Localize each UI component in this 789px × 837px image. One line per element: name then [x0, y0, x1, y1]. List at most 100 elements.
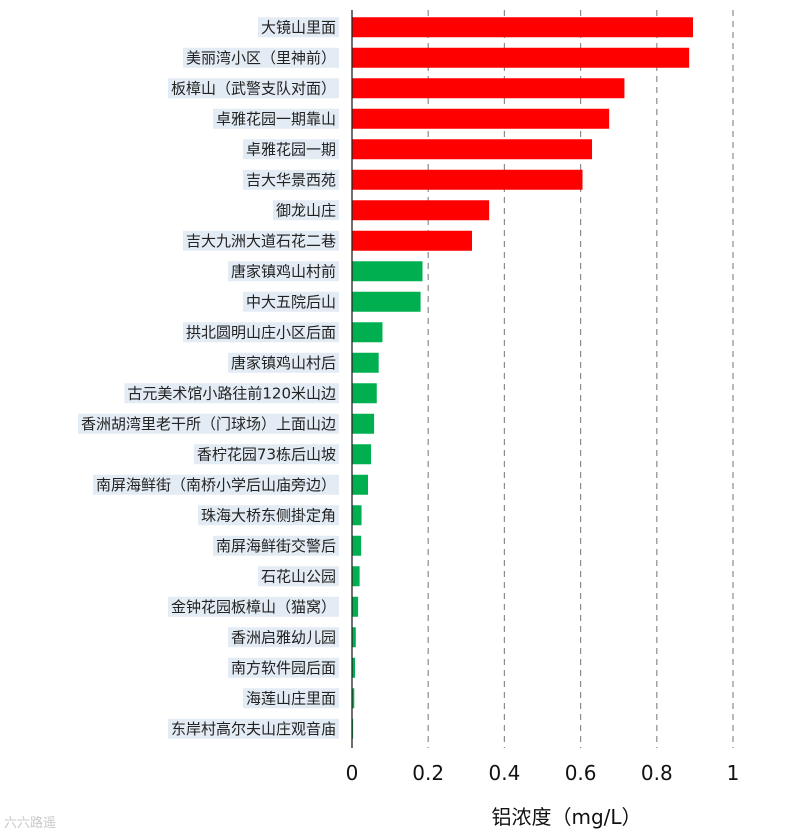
- category-label-highlight: [167, 718, 339, 739]
- category-label-group: 御龙山庄: [272, 200, 339, 221]
- bar: [352, 444, 372, 465]
- category-label-group: 唐家镇鸡山村后: [227, 352, 339, 373]
- category-label-group: 海莲山庄里面: [242, 688, 339, 709]
- category-label: 拱北圆明山庄小区后面: [186, 323, 336, 341]
- category-label: 卓雅花园一期: [246, 140, 336, 158]
- category-label-highlight: [193, 444, 339, 465]
- category-label: 香柠花园73栋后山坡: [197, 445, 336, 463]
- category-label-highlight: [212, 535, 339, 556]
- grid-lines: [427, 10, 734, 748]
- category-label-group: 唐家镇鸡山村前: [227, 261, 339, 282]
- category-label-group: 香柠花园73栋后山坡: [193, 444, 339, 465]
- bar: [352, 139, 593, 160]
- category-label: 海莲山庄里面: [246, 689, 336, 707]
- x-tick-label: 0.6: [565, 761, 597, 785]
- category-label: 东岸村高尔夫山庄观音庙: [171, 720, 336, 738]
- bar: [352, 535, 362, 556]
- category-label: 香洲胡湾里老干所（门球场）上面山边: [81, 415, 336, 433]
- bar: [352, 78, 625, 99]
- bar: [352, 169, 583, 190]
- bars: [352, 17, 693, 739]
- category-label-highlight: [92, 474, 339, 495]
- category-label-highlight: [182, 47, 339, 68]
- category-label-highlight: [167, 596, 339, 617]
- category-label-group: 中大五院后山: [242, 291, 339, 312]
- category-label-highlight: [167, 78, 339, 99]
- category-label-group: 卓雅花园一期靠山: [212, 108, 339, 129]
- category-label: 御龙山庄: [276, 201, 336, 219]
- category-label: 珠海大桥东侧掛定角: [201, 506, 336, 524]
- category-label: 古元美术馆小路往前120米山边: [127, 384, 336, 402]
- bar: [352, 291, 421, 312]
- bar: [352, 596, 359, 617]
- x-axis-title: 铝浓度（mg/L）: [491, 805, 641, 829]
- category-label: 卓雅花园一期靠山: [216, 110, 336, 128]
- category-label-group: 拱北圆明山庄小区后面: [182, 322, 339, 343]
- category-label-group: 南方软件园后面: [227, 657, 339, 678]
- category-label-group: 古元美术馆小路往前120米山边: [124, 383, 339, 404]
- bar: [352, 474, 369, 495]
- x-tick-labels: 0 0.2 0.4 0.6 0.8 1: [346, 761, 740, 785]
- category-label-group: 石花山公园: [257, 566, 339, 587]
- category-label-highlight: [242, 688, 339, 709]
- category-label: 南方软件园后面: [231, 659, 336, 677]
- x-tick-label: 0.8: [641, 761, 673, 785]
- x-tick-label: 0.4: [488, 761, 520, 785]
- category-label-group: 珠海大桥东侧掛定角: [197, 505, 339, 526]
- bar: [352, 657, 356, 678]
- bar: [352, 17, 693, 38]
- x-tick-label: 0.2: [412, 761, 444, 785]
- category-label-highlight: [242, 139, 339, 160]
- bar: [352, 47, 690, 68]
- category-label: 中大五院后山: [246, 293, 336, 311]
- category-label-group: 吉大华景西苑: [242, 169, 339, 190]
- category-label-group: 南屏海鲜街交警后: [212, 535, 339, 556]
- bar: [352, 505, 362, 526]
- category-label: 大镜山里面: [261, 18, 336, 36]
- category-label-highlight: [272, 200, 339, 221]
- bar: [352, 322, 383, 343]
- category-label: 美丽湾小区（里神前）: [186, 49, 336, 67]
- category-label: 南屏海鲜街（南桥小学后山庙旁边）: [96, 476, 336, 494]
- category-label-group: 吉大九洲大道石花二巷: [182, 230, 339, 251]
- category-label: 唐家镇鸡山村前: [231, 262, 336, 280]
- category-label-group: 卓雅花园一期: [242, 139, 339, 160]
- watermark: 六六路遥: [4, 816, 57, 831]
- bar: [352, 566, 360, 587]
- category-label-highlight: [182, 322, 339, 343]
- bar: [352, 261, 423, 282]
- category-label-group: 香洲胡湾里老干所（门球场）上面山边: [77, 413, 339, 434]
- category-label-highlight: [257, 17, 339, 38]
- category-label-highlight: [197, 505, 339, 526]
- category-label-group: 金钟花园板樟山（猫窝）: [167, 596, 339, 617]
- category-label-group: 东岸村高尔夫山庄观音庙: [167, 718, 339, 739]
- bar: [352, 383, 377, 404]
- category-label-group: 美丽湾小区（里神前）: [182, 47, 339, 68]
- category-label-highlight: [212, 108, 339, 129]
- category-label-group: 板樟山（武警支队对面）: [167, 78, 339, 99]
- category-label-group: 香洲启雅幼儿园: [227, 627, 339, 648]
- category-label-highlight: [77, 413, 339, 434]
- category-label-highlight: [242, 169, 339, 190]
- x-tick-label: 1: [727, 761, 740, 785]
- category-label: 吉大九洲大道石花二巷: [186, 232, 336, 250]
- category-label-highlight: [227, 352, 339, 373]
- category-label: 金钟花园板樟山（猫窝）: [171, 598, 336, 616]
- category-label: 石花山公园: [261, 567, 336, 585]
- category-label: 南屏海鲜街交警后: [216, 537, 336, 555]
- category-label-highlight: [257, 566, 339, 587]
- category-label-highlight: [124, 383, 339, 404]
- bar: [352, 627, 356, 648]
- bar: [352, 413, 375, 434]
- category-label-group: 大镜山里面: [257, 17, 339, 38]
- category-label: 板樟山（武警支队对面）: [171, 79, 336, 97]
- category-label-highlight: [227, 261, 339, 282]
- bar: [352, 108, 610, 129]
- category-label: 唐家镇鸡山村后: [231, 354, 336, 372]
- bar: [352, 200, 490, 221]
- category-label-highlight: [227, 657, 339, 678]
- x-tick-label: 0: [346, 761, 359, 785]
- bar: [352, 688, 355, 709]
